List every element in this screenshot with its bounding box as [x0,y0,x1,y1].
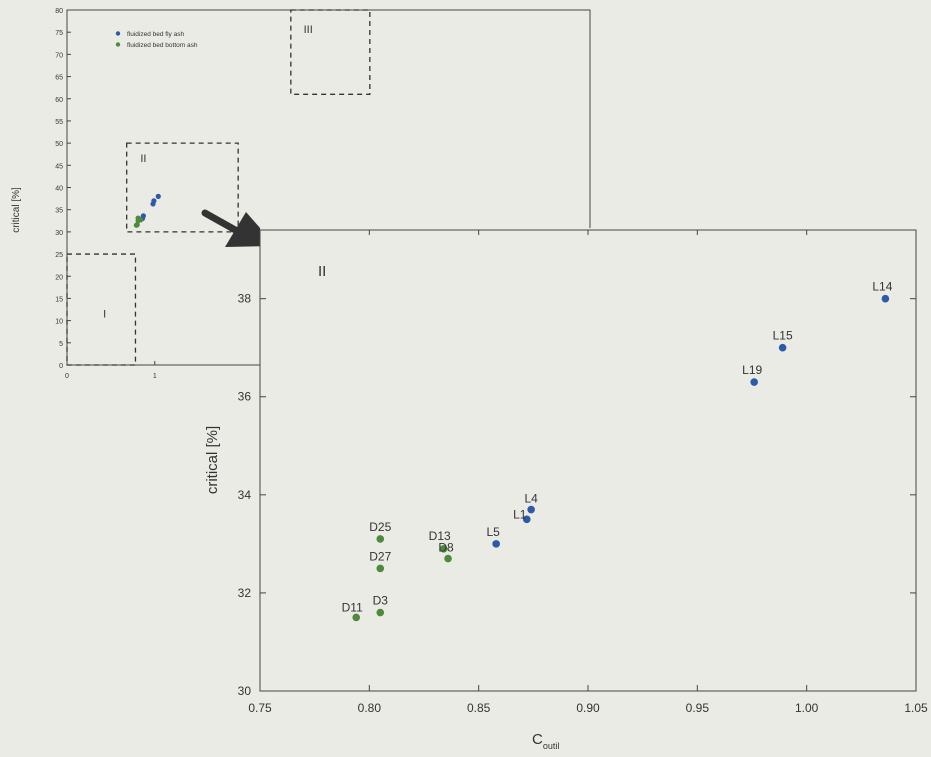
overview-data-point [138,217,144,223]
overview-y-axis-label: critical [%] [11,187,22,233]
zoom-x-axis-label-subscript: outil [543,741,560,751]
overview-y-tick-label: 10 [55,319,63,326]
overview-points [133,193,161,228]
zoom-point-label: L19 [742,363,762,377]
overview-data-point [140,213,146,219]
zoom-x-tick-label: 0.95 [686,701,710,715]
zoom-point-label: D3 [373,594,389,608]
overview-y-tick-label: 5 [59,341,63,348]
zoom-data-point [376,535,385,543]
overview-region-label: III [304,24,313,36]
zoom-data-point [376,564,385,573]
zoom-x-tick-label: 0.90 [576,701,600,715]
zoom-data-point [527,505,535,514]
zoom-point-label: D27 [369,549,391,563]
overview-y-tick-label: 60 [55,97,63,104]
overview-legend-marker [115,42,121,47]
overview-y-tick-label: 30 [55,230,63,237]
zoom-x-tick-label: 0.85 [467,701,491,715]
overview-y-ticks: 0 5 10 15 20 25 30 35 40 45 50 55 60 65 70 75 80 [55,8,71,370]
overview-y-tick-label: 70 [55,52,63,59]
zoom-data-point [522,515,531,524]
overview-legend-label: fluidized bed bottom ash [127,42,198,49]
zoom-y-axis-label: critical [%] [204,426,221,494]
overview-data-point [150,201,156,207]
overview-legend-marker [115,31,121,36]
zoom-data-point [444,554,452,563]
overview-region-box [126,142,239,233]
overview-region-label: I [103,309,106,321]
zoom-point-label: L15 [773,329,793,343]
zoom-y-tick-label: 34 [238,488,252,502]
overview-region-box [290,9,371,95]
zoom-x-axis-label-main: C [532,731,543,748]
zoom-data-point [376,608,385,617]
zoom-y-ticks: 30 32 34 36 38 [238,292,916,698]
zoom-point-label: L14 [872,280,892,294]
zoom-data-point [778,343,787,352]
zoom-data-point [881,294,890,303]
zoom-x-tick-label: 1.05 [904,701,928,715]
zoom-point-label: L4 [524,492,538,506]
zoom-point-label: L1 [513,507,527,521]
zoom-x-tick-label: 0.75 [248,701,272,715]
overview-y-tick-label: 80 [55,8,63,15]
overview-region-label: II [140,153,146,165]
overview-y-tick-label: 45 [55,163,63,170]
zoom-y-tick-label: 32 [238,586,252,600]
overview-data-point [155,193,161,199]
overview-y-tick-label: 0 [59,363,63,370]
overview-y-tick-label: 40 [55,186,63,193]
overview-legend: fluidized bed fly ash fluidized bed botto… [115,31,198,49]
zoom-x-axis-label: Coutil [532,731,559,751]
zoom-data-point [750,378,758,386]
overview-y-tick-label: 75 [55,30,63,37]
zoom-x-ticks: 0.75 0.80 0.85 0.90 0.95 1.00 1.05 [248,230,928,715]
zoom-point-label: D8 [438,541,454,555]
zoom-y-tick-label: 30 [238,684,252,698]
zoom-y-tick-label: 36 [238,390,252,404]
zoom-panel-background [260,228,916,692]
zoom-point-label: D25 [369,520,391,534]
zoom-x-tick-label: 1.00 [795,701,819,715]
zoom-data-point [492,540,500,548]
overview-x-tick-label: 0 [65,373,69,380]
overview-x-tick-label: 1 [153,373,157,380]
zoom-x-tick-label: 0.80 [358,701,382,715]
overview-y-tick-label: 15 [55,296,63,303]
zoom-point-label: D13 [429,529,451,543]
overview-y-tick-label: 65 [55,75,63,82]
zoom-y-tick-label: 38 [238,292,252,306]
overview-y-tick-label: 50 [55,141,63,148]
overview-y-tick-label: 35 [55,208,63,215]
zoom-data-point [352,613,361,622]
overview-region-box [66,253,137,366]
overview-y-tick-label: 55 [55,119,63,126]
zoom-point-label: D11 [342,600,363,614]
overview-y-tick-label: 20 [55,274,63,281]
overview-y-tick-label: 25 [55,252,63,259]
overview-legend-label: fluidized bed fly ash [127,31,184,38]
zoom-point-label: L5 [486,525,500,539]
zoom-data-point [439,544,448,553]
overview-data-point [134,222,140,228]
zoom-region-label: II [318,263,326,280]
